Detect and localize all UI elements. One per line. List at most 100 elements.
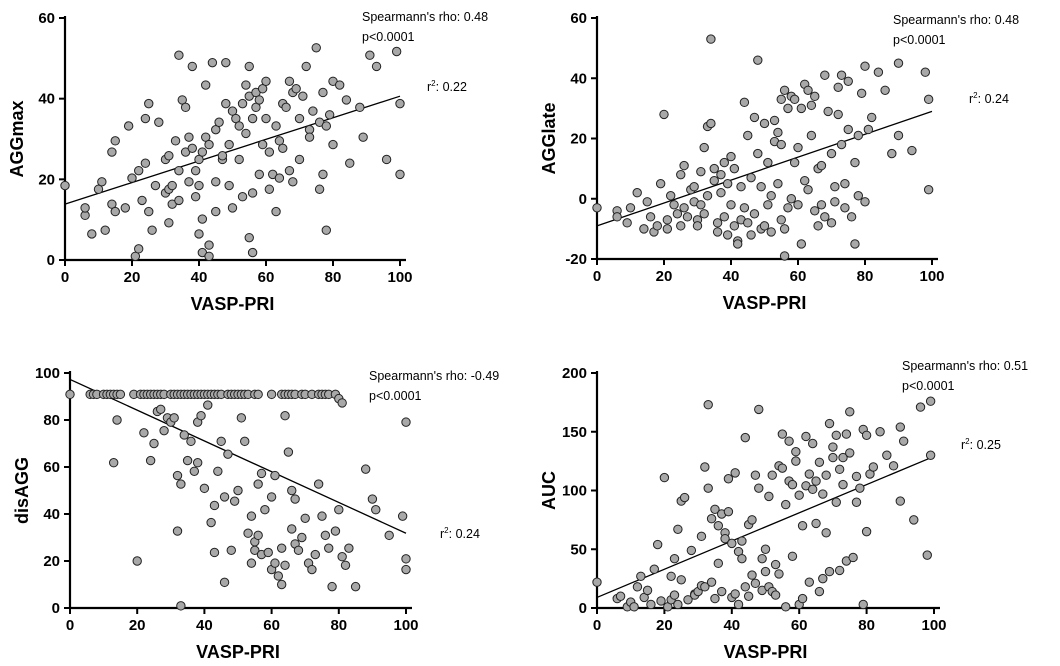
data-point (341, 95, 352, 105)
data-point (818, 573, 828, 584)
x-tick-label: 40 (196, 617, 213, 634)
data-point (120, 203, 131, 213)
data-point (709, 163, 719, 174)
data-point (737, 536, 747, 546)
data-point (713, 521, 724, 531)
data-point (700, 462, 710, 472)
data-point (261, 76, 271, 86)
data-point (226, 545, 236, 556)
r-squared-label: r2: 0.22 (427, 79, 467, 94)
data-point (887, 148, 897, 159)
data-point (739, 97, 750, 108)
data-point (824, 418, 835, 429)
data-point (863, 124, 874, 135)
data-point (898, 436, 909, 446)
data-point (828, 452, 838, 463)
x-tick-label: 20 (656, 268, 673, 285)
data-point (679, 160, 689, 171)
data-point (244, 61, 254, 72)
data-point (284, 165, 295, 176)
data-point (781, 499, 791, 510)
x-tick-label: 100 (919, 268, 944, 285)
spearman-rho-label: Spearmann's rho: 0.48 (893, 13, 1019, 27)
data-point (189, 466, 200, 476)
data-point (140, 158, 151, 168)
data-point (254, 95, 264, 105)
scatter-panel-4: 0 20 40 60 80 100 0 50 100 150 200 VASP-PRI AUC Spear… (539, 359, 1028, 662)
r-squared-label: r2: 0.25 (961, 437, 1001, 452)
data-point (294, 154, 305, 165)
y-tick-label: 100 (35, 365, 60, 382)
data-point (264, 184, 275, 194)
data-point (793, 200, 803, 210)
data-point (797, 593, 808, 604)
data-point (365, 50, 375, 60)
data-point (895, 496, 905, 506)
r-squared-label: r2: 0.24 (440, 526, 480, 541)
data-point (401, 417, 411, 427)
data-point (592, 577, 602, 587)
data-point (219, 577, 230, 588)
data-point (861, 430, 872, 440)
data-point (652, 221, 662, 231)
x-tick-label: 100 (387, 269, 412, 286)
data-point (853, 191, 863, 201)
x-tick-label: 80 (325, 269, 342, 286)
y-tick-label: 60 (38, 10, 55, 27)
data-point (760, 544, 771, 554)
data-point (702, 191, 713, 201)
data-point (853, 130, 863, 141)
data-point (814, 586, 825, 597)
y-tick-label: 80 (43, 412, 60, 429)
data-point (743, 130, 753, 141)
data-point (696, 166, 706, 177)
x-tick-label: 0 (66, 617, 74, 634)
data-point (401, 564, 411, 575)
data-point (170, 136, 181, 146)
data-point (706, 118, 716, 129)
data-point (759, 221, 770, 231)
data-point (834, 565, 845, 576)
data-point (217, 151, 228, 161)
data-point (787, 479, 798, 490)
data-point (713, 558, 724, 569)
x-tick-label: 40 (723, 268, 740, 285)
data-point (174, 195, 184, 206)
data-point (144, 206, 154, 217)
data-point (625, 203, 636, 213)
y-tick-label: 200 (562, 365, 587, 382)
data-point (840, 203, 850, 213)
data-point (814, 457, 825, 467)
scatter-panel-3: 0 20 40 60 80 100 0 20 40 60 80 100 VASP-PRI disAGG Sp… (12, 365, 499, 662)
data-point (712, 227, 723, 237)
data-point (776, 139, 786, 150)
data-point (779, 251, 790, 261)
data-point (740, 582, 750, 592)
data-point (895, 422, 905, 432)
data-point (358, 132, 368, 142)
data-point (270, 470, 280, 481)
data-point (716, 169, 726, 180)
regression-line (69, 378, 407, 534)
data-point (321, 225, 331, 235)
y-tick-label: 40 (38, 91, 55, 108)
data-point (703, 400, 713, 410)
data-point (737, 553, 747, 564)
data-point (719, 157, 729, 168)
data-point (746, 230, 756, 240)
data-point (276, 543, 287, 553)
data-point (172, 470, 183, 481)
data-point (843, 76, 853, 86)
data-point (676, 575, 686, 585)
data-point (401, 554, 411, 564)
data-point (669, 200, 679, 210)
data-point (774, 569, 784, 579)
data-point (858, 599, 868, 610)
data-point (134, 244, 144, 254)
data-point (669, 553, 680, 564)
data-point (706, 34, 716, 44)
data-point (873, 67, 884, 77)
data-point (820, 212, 830, 222)
data-point (673, 524, 683, 534)
data-point (250, 545, 260, 556)
